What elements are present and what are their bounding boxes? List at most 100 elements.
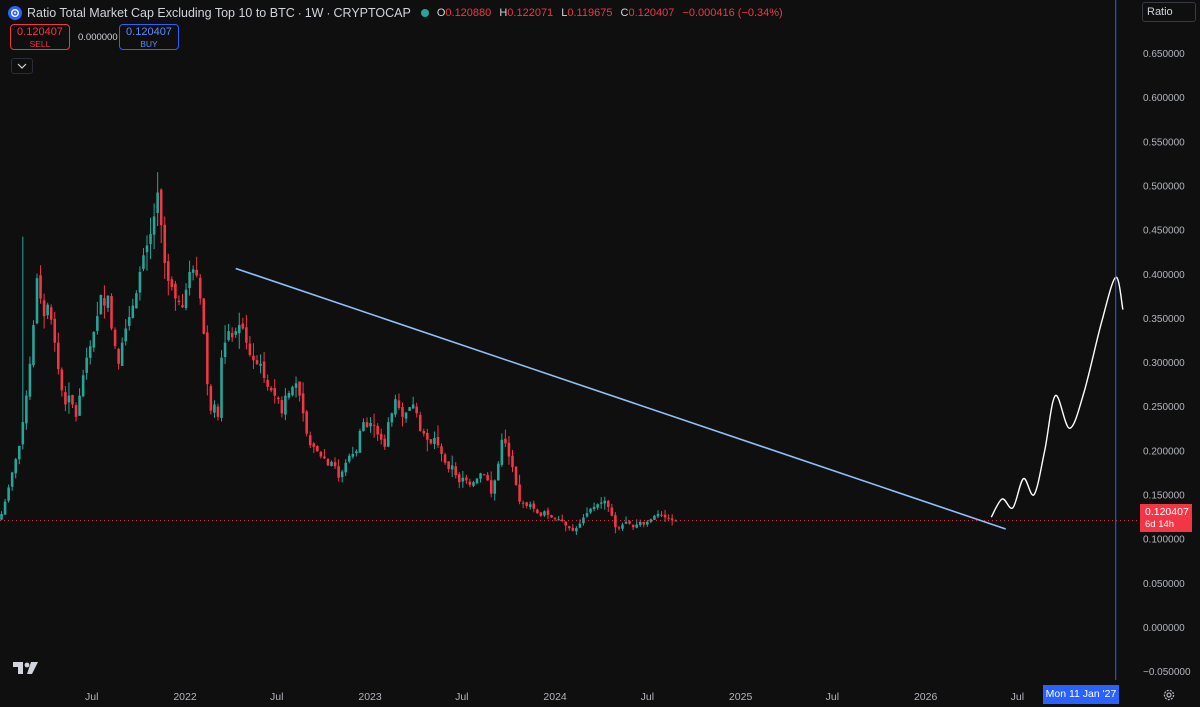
candle-body[interactable] [124, 328, 127, 342]
candle-body[interactable] [536, 509, 539, 514]
candle-body[interactable] [230, 332, 234, 338]
candle-body[interactable] [177, 300, 181, 303]
candle-body[interactable] [390, 413, 394, 423]
candle-body[interactable] [543, 511, 546, 516]
candle-body[interactable] [614, 515, 617, 528]
candle-body[interactable] [167, 261, 170, 281]
candle-body[interactable] [653, 515, 656, 520]
candle-body[interactable] [273, 388, 277, 396]
price-axis[interactable]: 0.7000000.6500000.6000000.5500000.500000… [1143, 5, 1191, 678]
candle-body[interactable] [426, 432, 429, 440]
candle-body[interactable] [326, 458, 330, 466]
candle-body[interactable] [656, 513, 660, 517]
candle-body[interactable] [461, 477, 465, 482]
candle-body[interactable] [521, 502, 525, 504]
candle-body[interactable] [323, 456, 326, 459]
candle-body[interactable] [479, 473, 482, 479]
candle-body[interactable] [152, 216, 156, 235]
candle-body[interactable] [347, 455, 351, 462]
candle-body[interactable] [159, 189, 163, 226]
candle-body[interactable] [301, 393, 305, 414]
candle-body[interactable] [369, 423, 372, 427]
candle-body[interactable] [486, 474, 489, 481]
buy-button[interactable]: 0.120407 BUY [119, 24, 179, 50]
candle-body[interactable] [287, 392, 291, 398]
candle-body[interactable] [170, 279, 174, 288]
tradingview-logo-icon[interactable] [12, 660, 40, 681]
candle-body[interactable] [518, 484, 521, 502]
candle-body[interactable] [408, 407, 411, 411]
candle-body[interactable] [599, 502, 603, 504]
candle-body[interactable] [46, 304, 49, 316]
symbol-title[interactable]: Ratio Total Market Cap Excluding Top 10 … [27, 6, 295, 20]
candle-body[interactable] [670, 518, 674, 521]
candle-body[interactable] [589, 508, 592, 513]
candle-body[interactable] [404, 412, 408, 419]
candle-body[interactable] [603, 500, 607, 504]
candle-body[interactable] [298, 381, 301, 396]
candle-body[interactable] [372, 424, 376, 426]
candle-body[interactable] [457, 474, 461, 483]
candle-body[interactable] [624, 521, 628, 524]
candle-body[interactable] [351, 453, 355, 457]
candle-body[interactable] [259, 363, 262, 366]
projection-brush-drawing[interactable] [990, 276, 1124, 518]
candle-body[interactable] [585, 513, 589, 517]
candle-body[interactable] [394, 399, 397, 415]
candle-body[interactable] [71, 394, 74, 405]
candle-body[interactable] [57, 342, 60, 370]
candle-body[interactable] [99, 294, 103, 315]
candle-body[interactable] [135, 293, 138, 309]
candle-body[interactable] [475, 478, 479, 484]
candle-body[interactable] [638, 521, 642, 525]
candle-body[interactable] [213, 404, 216, 413]
candle-body[interactable] [96, 316, 99, 331]
candle-body[interactable] [489, 480, 493, 494]
candle-body[interactable] [468, 481, 472, 485]
candle-body[interactable] [628, 521, 631, 524]
candle-body[interactable] [255, 360, 259, 364]
candle-body[interactable] [582, 517, 585, 524]
candle-body[interactable] [206, 332, 209, 385]
candle-body[interactable] [660, 514, 663, 516]
candle-body[interactable] [42, 300, 46, 317]
candle-body[interactable] [127, 317, 131, 326]
candle-body[interactable] [191, 269, 195, 273]
candle-body[interactable] [567, 526, 571, 529]
candle-body[interactable] [560, 519, 564, 522]
candle-body[interactable] [216, 406, 220, 417]
candle-body[interactable] [500, 439, 504, 465]
candle-body[interactable] [248, 343, 252, 356]
collapse-legend-button[interactable] [11, 58, 33, 74]
candle-body[interactable] [209, 386, 213, 411]
candle-body[interactable] [447, 461, 450, 469]
candle-body[interactable] [198, 277, 202, 299]
scale-mode-label[interactable]: Ratio [1142, 2, 1196, 22]
candle-body[interactable] [631, 524, 635, 528]
candle-body[interactable] [667, 518, 670, 520]
candle-body[interactable] [333, 462, 337, 467]
candle-body[interactable] [433, 438, 436, 444]
candle-body[interactable] [355, 451, 358, 454]
candle-body[interactable] [25, 395, 28, 424]
candle-body[interactable] [223, 342, 227, 357]
candle-body[interactable] [344, 462, 347, 473]
candle-body[interactable] [621, 524, 624, 529]
candle-body[interactable] [262, 361, 266, 378]
candle-body[interactable] [319, 451, 323, 457]
candle-body[interactable] [78, 395, 81, 416]
candle-body[interactable] [0, 513, 3, 520]
candle-body[interactable] [110, 295, 113, 329]
candle-body[interactable] [163, 224, 167, 264]
candle-body[interactable] [575, 528, 578, 532]
candle-body[interactable] [411, 404, 415, 409]
drawings[interactable] [0, 0, 1140, 680]
candle-body[interactable] [340, 471, 344, 478]
candle-body[interactable] [142, 255, 145, 270]
candle-body[interactable] [294, 383, 298, 388]
candle-body[interactable] [39, 275, 42, 299]
candle-body[interactable] [316, 446, 319, 452]
market-status-dot[interactable] [420, 9, 429, 17]
candle-body[interactable] [493, 480, 497, 494]
time-axis[interactable]: Jul 2022 Jul 2023 Jul 2024 Jul 2025 Jul 2026 Jul [85, 691, 1024, 703]
